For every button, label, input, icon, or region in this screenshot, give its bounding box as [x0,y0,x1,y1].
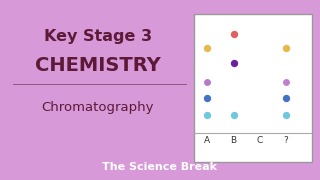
Bar [194,14,312,162]
Text: Chromatography: Chromatography [41,102,154,114]
Point [231,114,236,117]
Text: C: C [257,136,263,145]
Point [283,97,288,100]
Text: A: A [204,136,211,145]
Point [283,46,288,49]
Point [231,33,236,36]
Text: Key Stage 3: Key Stage 3 [44,28,152,44]
Text: B: B [230,136,237,145]
Point [231,62,236,64]
Point [205,114,210,117]
Text: ?: ? [284,136,288,145]
Text: The Science Break: The Science Break [102,162,218,172]
Point [205,80,210,83]
Point [283,80,288,83]
Point [205,97,210,100]
Point [283,114,288,117]
Point [205,46,210,49]
Text: CHEMISTRY: CHEMISTRY [35,56,160,75]
